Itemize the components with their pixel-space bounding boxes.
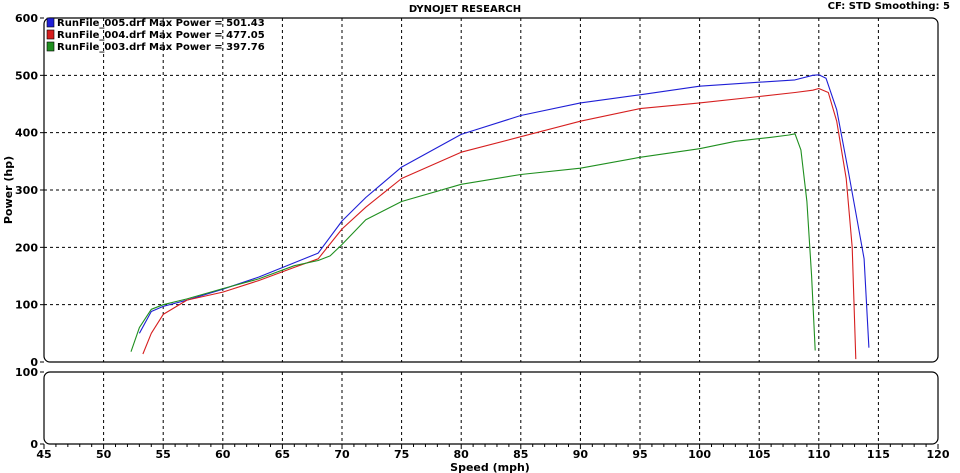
power-panel: 0 100 200 300 400 500 600 <box>15 12 939 369</box>
legend-entry-2: RunFile_003.drf Max Power = 397.76 <box>57 42 265 53</box>
x-tick-label: 95 <box>632 448 647 461</box>
legend-entry-0: RunFile_005.drf Max Power = 501.43 <box>57 18 265 29</box>
legend-swatch-0 <box>46 17 55 28</box>
series-line-1 <box>142 87 857 360</box>
x-tick-label: 45 <box>36 448 51 461</box>
secondary-panel: 0 100 <box>15 366 939 451</box>
x-tick-label: 110 <box>807 448 830 461</box>
x-tick-label: 100 <box>688 448 711 461</box>
x-tick-label: 90 <box>573 448 589 461</box>
x-axis-title: Speed (mph) <box>450 461 530 473</box>
chart-title: DYNOJET RESEARCH <box>409 4 521 15</box>
y-tick-label: 0 <box>30 356 38 369</box>
y-tick-label: 100 <box>15 299 38 312</box>
legend: RunFile_005.drf Max Power = 501.43RunFil… <box>46 17 265 53</box>
y-tick-label: 300 <box>15 184 38 197</box>
y-tick-label: 400 <box>15 127 38 140</box>
y-axis-title: Power (hp) <box>2 156 15 224</box>
y-tick-label: 200 <box>15 241 38 254</box>
x-tick-label: 60 <box>215 448 231 461</box>
x-tick-label: 55 <box>156 448 171 461</box>
x-axis: 45 50 55 60 65 70 75 80 85 90 95 100 105 110 115 120 <box>36 444 950 461</box>
x-tick-label: 85 <box>513 448 528 461</box>
x-tick-label: 80 <box>454 448 470 461</box>
y-tick-label: 500 <box>15 69 38 82</box>
x-tick-label: 50 <box>96 448 112 461</box>
settings-label: CF: STD Smoothing: 5 <box>828 1 950 12</box>
legend-entry-1: RunFile_004.drf Max Power = 477.05 <box>57 30 265 41</box>
secondary-plot-frame <box>43 371 939 445</box>
x-tick-label: 70 <box>334 448 350 461</box>
y-tick-label: 600 <box>15 12 38 25</box>
x-tick-label: 120 <box>927 448 950 461</box>
x-tick-label: 75 <box>394 448 409 461</box>
x-tick-label: 105 <box>748 448 771 461</box>
legend-swatch-2 <box>46 41 55 52</box>
x-tick-label: 65 <box>275 448 290 461</box>
x-tick-label: 115 <box>867 448 890 461</box>
y-tick-label: 0 <box>30 438 38 451</box>
series-line-2 <box>130 133 816 352</box>
y-tick-label: 100 <box>15 366 38 379</box>
legend-swatch-1 <box>46 29 55 40</box>
